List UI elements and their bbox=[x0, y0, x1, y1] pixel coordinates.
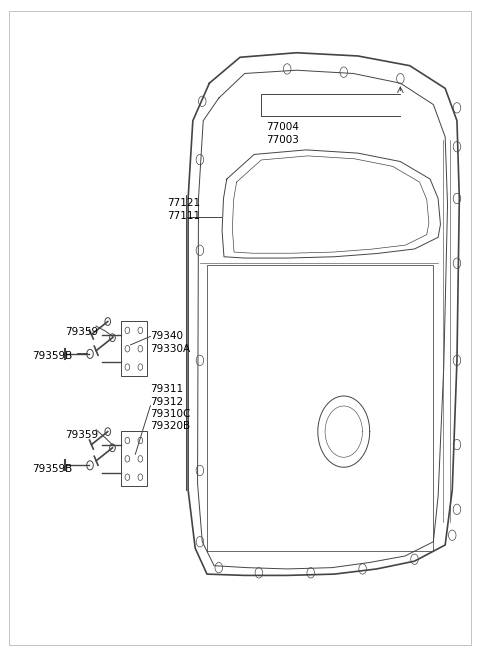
Text: 79310C: 79310C bbox=[150, 409, 191, 419]
Text: 79359B: 79359B bbox=[33, 464, 72, 474]
Text: 79340: 79340 bbox=[150, 331, 183, 341]
Text: 79320B: 79320B bbox=[150, 421, 191, 431]
Text: 77004: 77004 bbox=[266, 122, 299, 132]
Text: 79359: 79359 bbox=[65, 430, 98, 440]
Text: 77111: 77111 bbox=[167, 211, 200, 222]
Bar bbox=[121, 321, 147, 377]
Text: 77121: 77121 bbox=[167, 199, 200, 209]
Text: 77003: 77003 bbox=[266, 135, 299, 145]
Text: 79330A: 79330A bbox=[150, 344, 191, 354]
Text: 79359B: 79359B bbox=[33, 351, 72, 361]
Text: 79312: 79312 bbox=[150, 397, 183, 407]
Bar bbox=[121, 431, 147, 486]
Text: 79311: 79311 bbox=[150, 384, 183, 394]
Text: 79359: 79359 bbox=[65, 327, 98, 337]
